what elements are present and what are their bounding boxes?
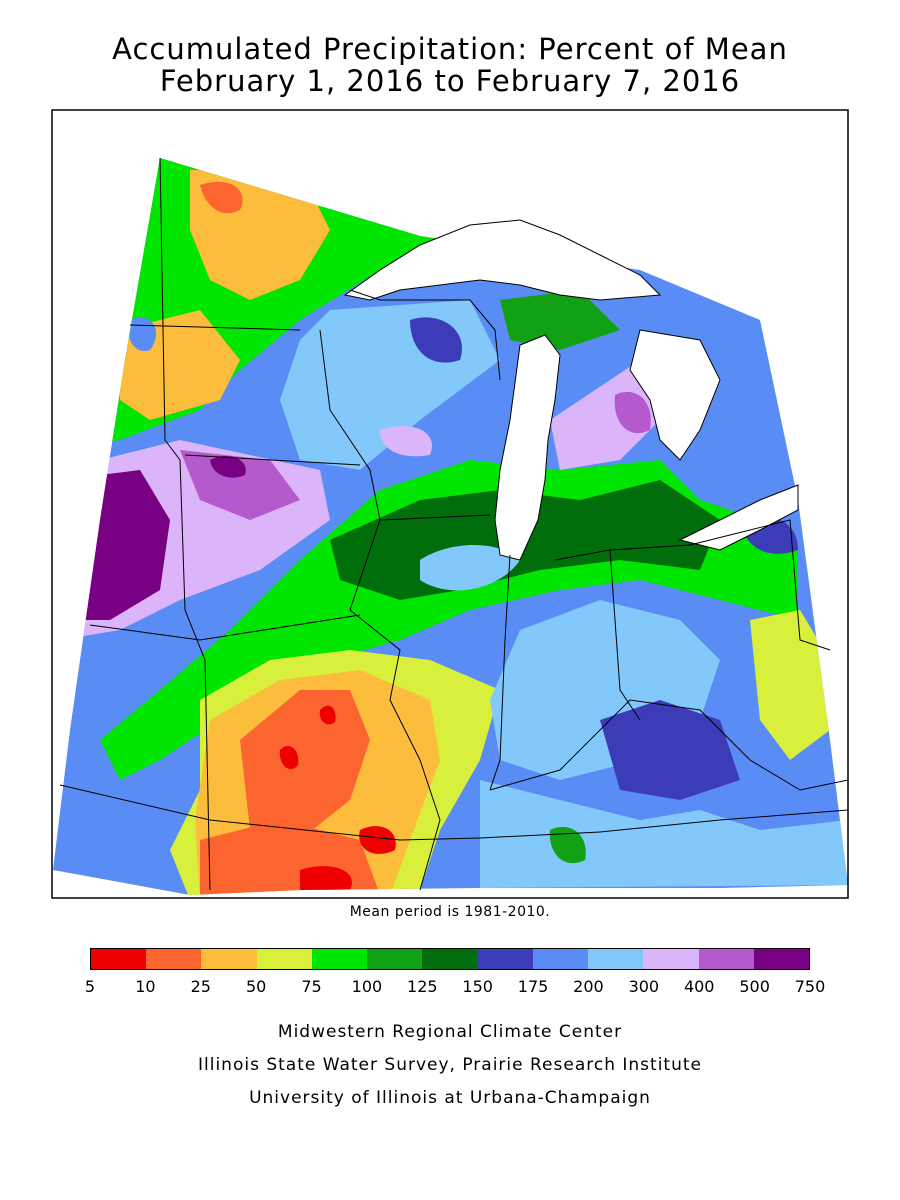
legend-tick-label: 400	[683, 977, 715, 996]
legend-swatch	[532, 949, 589, 969]
color-legend	[90, 948, 810, 970]
legend-tick-label: 750	[794, 977, 826, 996]
contour-red-mn	[200, 181, 243, 214]
legend-tick-label: 200	[573, 977, 604, 996]
legend-tick-label: 500	[739, 977, 770, 996]
boundary-ohio-river	[489, 699, 849, 791]
contour-red-spot-1	[279, 745, 299, 770]
boundary-ky-tn	[479, 809, 849, 839]
contour-red-spot-3	[359, 826, 396, 854]
legend-swatch	[146, 949, 202, 969]
contour-lavender-wi	[380, 426, 432, 457]
contour-yellow-oh	[750, 610, 830, 760]
legend-tick-label: 100	[351, 977, 383, 996]
legend-tick-label: 5	[84, 977, 96, 996]
legend-ticks: 5 10 25 50 75 100 125 150 175 200 300 400 500 750	[85, 977, 825, 997]
contour-red-spot-4	[300, 866, 352, 892]
boundary-sd-ia	[184, 454, 361, 466]
legend-swatch	[643, 949, 699, 969]
boundary-ks-ok	[59, 784, 481, 841]
map-frame	[51, 109, 849, 899]
contour-redorange-mo	[240, 690, 370, 840]
contour-green-tn	[549, 826, 586, 864]
legend-tick-label: 125	[407, 977, 438, 996]
state-boundaries	[59, 157, 849, 891]
legend-swatch	[367, 949, 423, 969]
legend-tick-label: 10	[135, 977, 156, 996]
legend-swatch	[588, 949, 644, 969]
credit-isws: Illinois State Water Survey, Prairie Res…	[198, 1055, 702, 1075]
contour-navy-wi	[410, 317, 462, 363]
contour-green-up	[500, 290, 620, 350]
lake-michigan	[494, 334, 561, 561]
boundary-ne-ks	[89, 614, 361, 641]
legend-tick-label: 75	[301, 977, 322, 996]
contour-violet-mi	[614, 391, 651, 434]
contour-red-spot-2	[319, 705, 336, 725]
contour-violet-sd	[180, 450, 300, 520]
legend-tick-label: 175	[517, 977, 549, 996]
boundary-mi-in	[609, 544, 691, 551]
legend-swatch	[753, 949, 810, 969]
legend-swatch	[477, 949, 533, 969]
contour-purple-sd	[210, 455, 246, 478]
legend-swatch	[256, 949, 312, 969]
lake-superior	[343, 219, 662, 301]
credit-uiuc: University of Illinois at Urbana-Champai…	[249, 1088, 651, 1108]
boundary-mississippi	[349, 609, 441, 891]
boundary-il-in	[489, 554, 511, 791]
legend-tick-label: 300	[628, 977, 660, 996]
lake-erie	[678, 484, 799, 551]
boundary-mn-wi	[319, 329, 381, 611]
map-title: Accumulated Precipitation: Percent of Me…	[112, 32, 788, 66]
mean-period-note: Mean period is 1981-2010.	[349, 904, 551, 920]
legend-swatch	[311, 949, 368, 969]
boundary-wi-up	[349, 289, 501, 381]
precipitation-map	[51, 109, 849, 899]
legend-tick-label: 50	[245, 977, 267, 996]
legend-tick-label: 25	[190, 977, 211, 996]
legend-swatch	[91, 949, 147, 969]
contour-navy-ky	[600, 700, 740, 800]
lake-huron	[629, 329, 721, 461]
boundary-west	[159, 157, 211, 891]
legend-swatch	[201, 949, 257, 969]
credit-mrcc: Midwestern Regional Climate Center	[277, 1022, 623, 1042]
contour-lavender-mi	[550, 360, 660, 470]
contour-lightblue-il	[420, 545, 520, 591]
great-lakes	[343, 219, 799, 561]
legend-swatch	[698, 949, 754, 969]
map-date-range: February 1, 2016 to February 7, 2016	[159, 64, 741, 98]
boundary-nd-sd	[129, 324, 301, 331]
legend-tick-label: 150	[462, 977, 493, 996]
legend-swatch	[422, 949, 478, 969]
boundary-oh-pa	[689, 519, 831, 651]
boundary-ia-wi	[379, 514, 491, 521]
boundary-in-oh	[554, 549, 641, 721]
